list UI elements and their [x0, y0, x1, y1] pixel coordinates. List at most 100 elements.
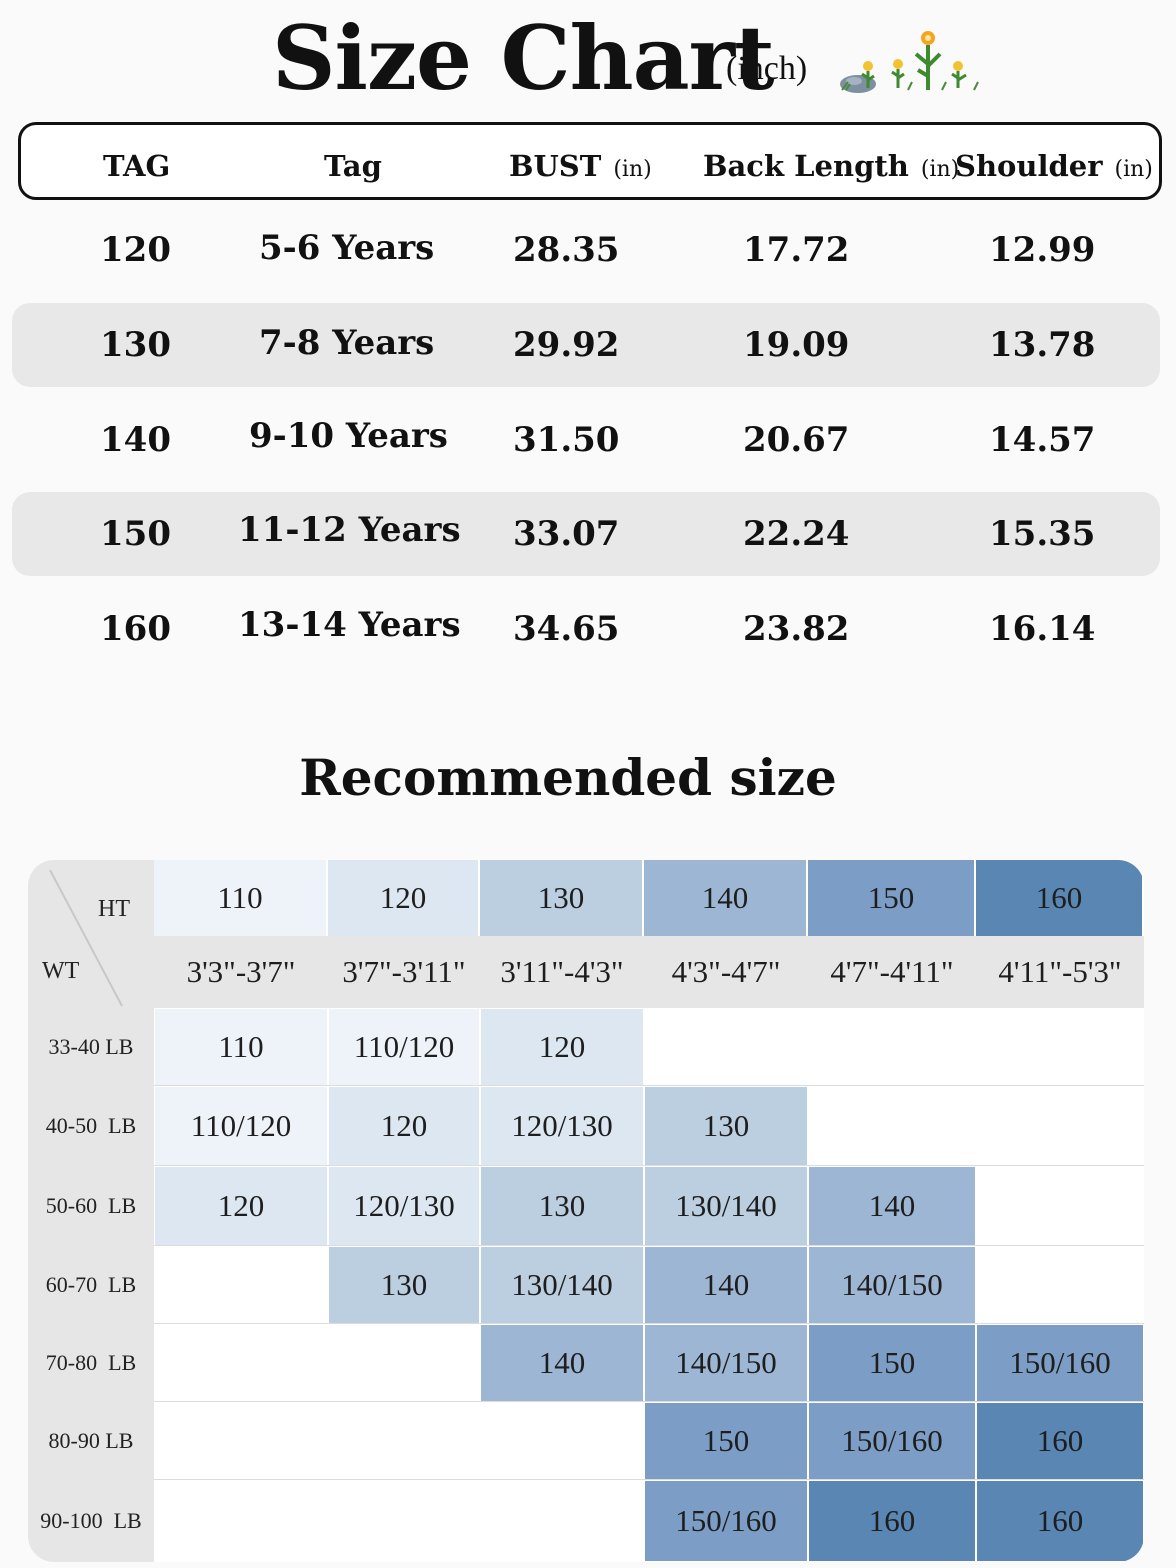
- header-bust-label: BUST: [509, 149, 602, 183]
- wt-label: WT: [42, 958, 80, 984]
- row-divider: [154, 1165, 1144, 1166]
- header-shoulder: Shoulder (in): [955, 149, 1153, 183]
- table-row: 150 11-12 Years 33.07 22.24 15.35: [12, 492, 1160, 576]
- header-back-unit: (in): [920, 157, 960, 182]
- weight-label: 70-80 LB: [28, 1324, 154, 1402]
- size-header-150: 150: [808, 860, 974, 936]
- cell-back-length: 23.82: [743, 609, 850, 649]
- corner-label: HT WT: [28, 860, 154, 1008]
- cell-back-length: 22.24: [743, 514, 850, 554]
- size-cell: 130: [329, 1247, 479, 1323]
- weight-label: 50-60 LB: [28, 1166, 154, 1246]
- height-range: 3'3"-3'7": [154, 936, 328, 1008]
- recommended-size-grid: HT WT 110 120 130 140 150 160 3'3"-3'7" 3'7"-3'…: [28, 860, 1144, 1562]
- cell-bust: 28.35: [513, 230, 620, 270]
- header-age: Tag: [324, 149, 382, 183]
- cell-bust: 34.65: [513, 609, 620, 649]
- cell-tag: 140: [100, 420, 171, 460]
- size-cell: 110/120: [329, 1009, 479, 1085]
- size-header-130: 130: [480, 860, 642, 936]
- weight-label: 33-40 LB: [28, 1008, 154, 1086]
- header-back-length: Back Length (in): [703, 149, 959, 183]
- size-header-140: 140: [644, 860, 806, 936]
- size-cell: 140: [645, 1247, 807, 1323]
- size-cell: 150: [645, 1403, 807, 1479]
- unit-label: (inch): [726, 50, 808, 87]
- measurement-header: TAG Tag BUST (in) Back Length (in) Shoulde…: [18, 122, 1162, 200]
- weight-label: 60-70 LB: [28, 1246, 154, 1324]
- height-range: 3'7"-3'11": [328, 936, 480, 1008]
- table-row: 140 9-10 Years 31.50 20.67 14.57: [12, 398, 1160, 482]
- size-cell: 160: [977, 1481, 1143, 1561]
- title-row: Size Chart (inch): [0, 8, 1176, 113]
- cell-bust: 33.07: [513, 514, 620, 554]
- cell-back-length: 19.09: [743, 325, 850, 365]
- flower-decoration-icon: [840, 31, 979, 93]
- size-cell: 150/160: [645, 1481, 807, 1561]
- cell-tag: 160: [100, 609, 171, 649]
- cell-bust: 31.50: [513, 420, 620, 460]
- size-cell: 150: [809, 1325, 975, 1401]
- height-range: 4'11"-5'3": [976, 936, 1144, 1008]
- size-cell: 120/130: [329, 1167, 479, 1245]
- size-cell: 120: [481, 1009, 643, 1085]
- cell-tag: 130: [100, 325, 171, 365]
- cell-age: 11-12 Years: [238, 510, 461, 550]
- cell-shoulder: 12.99: [989, 230, 1096, 270]
- weight-label: 40-50 LB: [28, 1086, 154, 1166]
- header-back-label: Back Length: [703, 149, 909, 183]
- row-divider: [154, 1479, 1144, 1480]
- row-divider: [154, 1085, 1144, 1086]
- ht-label: HT: [98, 896, 130, 922]
- size-cell: 140: [481, 1325, 643, 1401]
- row-divider: [154, 1323, 1144, 1324]
- cell-age: 13-14 Years: [238, 605, 461, 645]
- weight-label: 90-100 LB: [28, 1480, 154, 1562]
- size-cell: 140/150: [645, 1325, 807, 1401]
- cell-shoulder: 15.35: [989, 514, 1096, 554]
- cell-age: 9-10 Years: [249, 416, 448, 456]
- size-cell: 160: [977, 1403, 1143, 1479]
- header-shoulder-unit: (in): [1114, 157, 1153, 182]
- size-cell: 140/150: [809, 1247, 975, 1323]
- cell-tag: 150: [100, 514, 171, 554]
- cell-tag: 120: [100, 230, 171, 270]
- size-cell: 140: [809, 1167, 975, 1245]
- cell-age: 7-8 Years: [259, 323, 435, 363]
- recommended-size-title: Recommended size: [299, 748, 837, 807]
- page-title: Size Chart: [272, 6, 775, 110]
- size-cell: 120: [329, 1087, 479, 1165]
- size-cell: 130/140: [645, 1167, 807, 1245]
- table-row: 130 7-8 Years 29.92 19.09 13.78: [12, 303, 1160, 387]
- header-tag: TAG: [103, 149, 171, 183]
- size-header-110: 110: [154, 860, 326, 936]
- height-range: 3'11"-4'3": [480, 936, 644, 1008]
- size-cell: 150/160: [977, 1325, 1143, 1401]
- size-cell: 110: [155, 1009, 327, 1085]
- size-cell: 120: [155, 1167, 327, 1245]
- cell-shoulder: 13.78: [989, 325, 1096, 365]
- size-cell: 110/120: [155, 1087, 327, 1165]
- cell-back-length: 17.72: [743, 230, 850, 270]
- header-shoulder-label: Shoulder: [955, 149, 1103, 183]
- row-divider: [154, 1401, 1144, 1402]
- size-cell: 130/140: [481, 1247, 643, 1323]
- size-cell: 130: [645, 1087, 807, 1165]
- row-divider: [154, 1245, 1144, 1246]
- size-cell: 130: [481, 1167, 643, 1245]
- size-header-160: 160: [976, 860, 1142, 936]
- cell-bust: 29.92: [513, 325, 620, 365]
- size-cell: 160: [809, 1481, 975, 1561]
- diagonal-divider-icon: [49, 869, 123, 1007]
- height-range: 4'7"-4'11": [808, 936, 976, 1008]
- cell-shoulder: 16.14: [989, 609, 1096, 649]
- height-range: 4'3"-4'7": [644, 936, 808, 1008]
- size-cell: 150/160: [809, 1403, 975, 1479]
- header-bust-unit: (in): [613, 157, 652, 182]
- table-row: 120 5-6 Years 28.35 17.72 12.99: [12, 208, 1160, 292]
- size-cell: 120/130: [481, 1087, 643, 1165]
- header-bust: BUST (in): [509, 149, 652, 183]
- cell-shoulder: 14.57: [989, 420, 1096, 460]
- size-header-120: 120: [328, 860, 478, 936]
- cell-back-length: 20.67: [743, 420, 850, 460]
